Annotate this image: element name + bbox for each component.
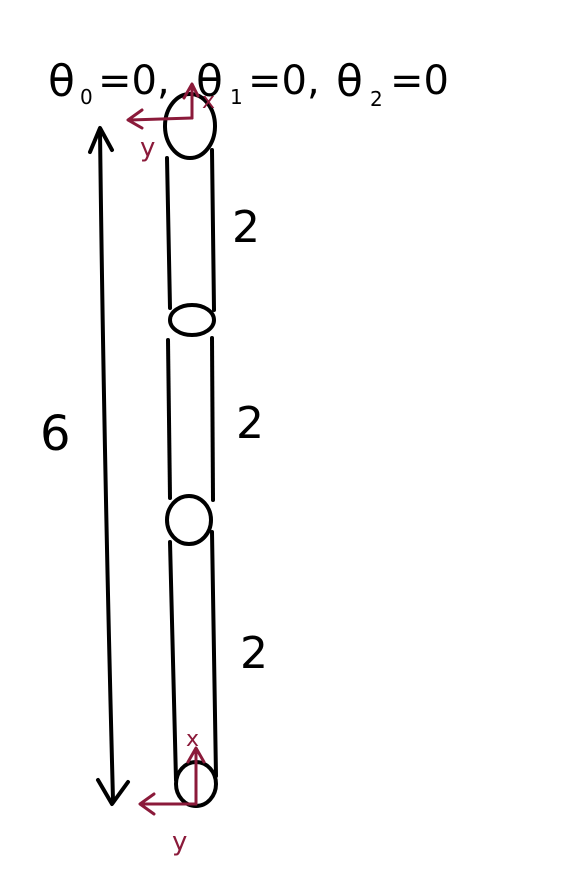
base-frame: x y: [126, 82, 215, 163]
theta2-value: =0: [390, 58, 449, 104]
end-frame-y-label: y: [172, 827, 187, 857]
arrowhead-up-icon: [88, 126, 114, 154]
theta1-value: =0,: [248, 58, 320, 104]
arrowhead-down-icon: [96, 778, 130, 806]
joint-0: [163, 92, 217, 160]
total-length-label: 6: [40, 406, 71, 462]
theta1-subscript: 1: [230, 85, 243, 109]
theta0-symbol: θ: [48, 56, 75, 107]
theta0-subscript: 0: [80, 85, 93, 109]
link-1-left-rail: [165, 156, 172, 310]
joint-angle-equation: θ 0 =0, θ 1 =0, θ 2 =0: [48, 56, 449, 111]
link-3-left-rail: [168, 540, 178, 782]
link-2-left-rail: [166, 338, 172, 500]
link-3-length-label: 2: [240, 628, 268, 679]
link-1-right-rail: [210, 148, 216, 312]
end-frame-x-arrow-icon: [186, 746, 206, 764]
theta2-symbol: θ: [336, 56, 363, 107]
end-frame-x-label: x: [186, 727, 199, 752]
theta2-subscript: 2: [370, 87, 383, 111]
link-1-length-label: 2: [232, 202, 260, 253]
base-frame-y-label: y: [140, 133, 155, 163]
base-frame-x-label: x: [202, 89, 215, 114]
link-2-right-rail: [210, 336, 215, 502]
theta0-value: =0,: [98, 58, 170, 104]
end-frame-y-arrow-icon: [138, 792, 156, 816]
link-1: [165, 148, 216, 312]
end-effector-frame: x y: [138, 727, 206, 857]
joint-1: [168, 303, 216, 337]
base-frame-y-axis: [128, 116, 194, 122]
base-frame-x-arrow-icon: [182, 82, 200, 100]
dimension-line: [98, 130, 115, 802]
link-2: [166, 336, 215, 502]
total-length-dimension: 6: [40, 126, 130, 806]
link-3: [168, 530, 218, 782]
base-frame-y-arrow-icon: [126, 108, 144, 130]
link-2-length-label: 2: [236, 398, 264, 449]
joint-2: [165, 494, 213, 546]
link-3-right-rail: [210, 530, 218, 778]
